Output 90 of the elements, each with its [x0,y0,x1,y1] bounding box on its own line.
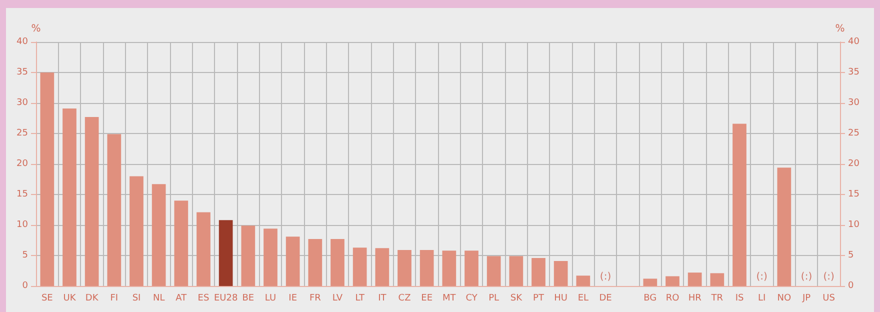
x-tick-label: LT [355,294,365,304]
y2-tick-label: 20 [848,159,860,169]
y-tick-label: 10 [16,220,28,230]
x-tick-label: NO [777,294,792,304]
x-tick-label: JP [801,294,812,304]
y2-tick-label: 15 [848,190,860,200]
bar [710,273,724,286]
y-tick-label: 20 [16,159,28,169]
x-tick-label: TR [710,294,724,304]
y-tick-label: 0 [22,281,28,291]
x-tick-label: FI [110,294,118,304]
x-tick-label: LV [332,294,344,304]
text: (:) [823,272,834,282]
x-tick-label: BE [242,294,254,304]
y2-tick-label: 10 [848,220,860,230]
x-tick-label: IT [378,294,387,304]
x-tick-label: HU [554,294,568,304]
bar [352,248,367,286]
y-tick-label: 15 [16,190,28,200]
x-tick-label: RO [666,294,680,304]
x-tick-label: MT [442,294,456,304]
x-tick-label: US [822,294,836,304]
bar [62,108,76,286]
bar [486,256,501,286]
y-tick-label: 35 [16,68,28,78]
bar [130,176,144,286]
x-tick-label: PL [488,294,500,304]
bar [264,228,278,286]
y2-tick-label: 25 [848,128,860,138]
y2-tick-label: 0 [848,281,854,291]
bar [375,248,390,286]
x-tick-label: CZ [398,294,411,304]
bar [532,258,546,286]
bar [666,276,680,286]
bar [330,239,344,286]
text: (:) [756,272,768,282]
text: (:) [800,272,812,282]
x-tick-label: BG [644,294,657,304]
x-tick-label: DK [85,294,100,304]
x-tick-label: NL [152,294,165,304]
x-tick-label: LU [264,294,276,304]
x-tick-label: PT [533,294,544,304]
x-tick-label: SE [41,294,54,304]
bar [152,184,166,286]
x-tick-label: SK [510,294,524,304]
bar [174,200,188,286]
y2-tick-label: 40 [848,37,860,47]
bar [509,256,524,286]
y-tick-label: 25 [16,128,28,138]
bar [241,226,256,286]
bar [398,250,412,286]
y2-axis-title: % [835,24,845,34]
x-tick-label: FR [309,294,321,304]
y2-tick-label: 30 [848,98,860,108]
bar [40,72,54,286]
y-tick-label: 30 [16,98,28,108]
x-tick-label: AT [176,294,188,304]
bar [84,117,99,286]
y2-tick-label: 35 [848,68,860,78]
bar [196,212,210,286]
y-tick-label: 40 [16,37,28,47]
bar [732,124,746,286]
x-tick-label: HR [688,294,702,304]
bar [286,236,300,286]
x-tick-label: LI [758,294,766,304]
x-tick-label: IE [288,294,298,304]
x-tick-label: SI [132,294,141,304]
bar [464,250,478,286]
y-axis-title: % [31,24,41,34]
bar [107,134,122,286]
bar [442,250,456,286]
bar [308,239,322,286]
bar [420,250,434,286]
bar [643,278,658,286]
x-tick-label: EL [578,294,589,304]
bar [777,168,792,286]
bar [218,220,233,286]
bar [554,260,568,286]
x-tick-label: UK [63,294,77,304]
bar [688,272,702,286]
x-tick-label: IS [735,294,744,304]
x-tick-label: EE [421,294,433,304]
y2-tick-label: 5 [848,250,854,260]
x-tick-label: DE [599,294,612,304]
text: (:) [600,272,612,282]
x-tick-label: ES [198,294,210,304]
x-tick-label: EU28 [214,294,238,304]
y-tick-label: 5 [22,250,28,260]
bar [576,276,590,286]
x-tick-label: CY [466,294,478,304]
